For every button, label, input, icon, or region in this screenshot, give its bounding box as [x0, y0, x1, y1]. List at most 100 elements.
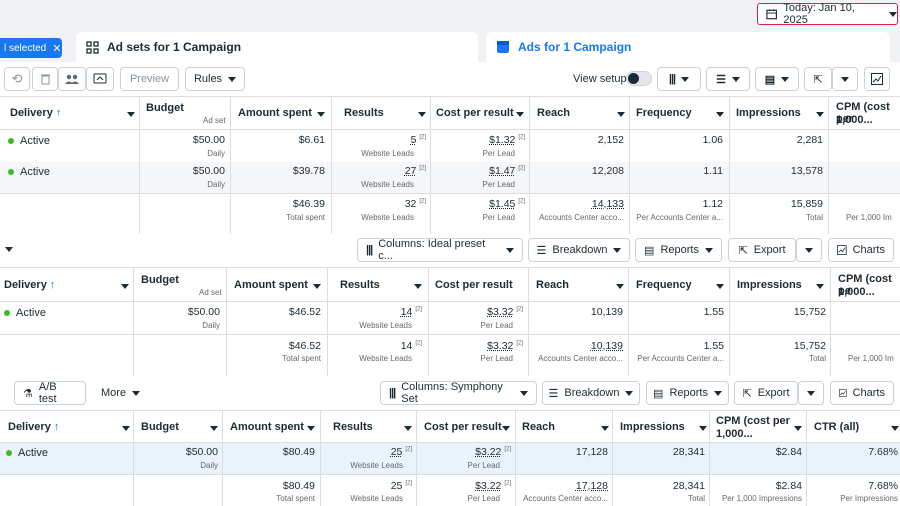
col-amount-spent[interactable]: Amount spent — [230, 421, 304, 433]
cpr-number[interactable]: $3.22 — [475, 446, 502, 458]
total-reach-number[interactable]: 17,128 — [575, 480, 608, 492]
chevron-down-icon[interactable] — [127, 112, 135, 117]
undo-button[interactable]: ⟲ — [4, 67, 30, 91]
total-cpr-number[interactable]: $3.32 — [487, 340, 514, 352]
chevron-down-icon[interactable] — [816, 284, 824, 289]
col-budget[interactable]: Budget — [146, 102, 184, 114]
export-button[interactable]: ⇱ Export — [734, 381, 798, 405]
col-delivery[interactable]: Delivery ↑ — [4, 279, 55, 291]
results-number[interactable]: 14 — [400, 306, 413, 318]
chevron-down-icon[interactable] — [414, 284, 422, 289]
cpr-number[interactable]: $1.47 — [489, 165, 516, 177]
delete-button[interactable] — [32, 67, 58, 91]
col-results[interactable]: Results — [333, 421, 373, 433]
export-button[interactable]: ⇱ Export — [728, 238, 796, 262]
chevron-down-icon[interactable] — [816, 112, 824, 117]
table-row[interactable] — [0, 162, 900, 193]
col-amount-spent[interactable]: Amount spent — [234, 279, 308, 291]
columns-icon-button[interactable]: ||| — [657, 67, 701, 91]
ab-review-button[interactable] — [86, 67, 114, 91]
columns-button[interactable]: ||| Columns: Ideal preset c... — [357, 238, 523, 262]
col-delivery[interactable]: Delivery ↑ — [10, 107, 61, 119]
results-number[interactable]: 25 — [390, 446, 403, 458]
chevron-down-icon[interactable] — [617, 112, 625, 117]
close-icon[interactable]: ✕ — [52, 42, 62, 55]
chevron-down-icon[interactable] — [699, 426, 707, 431]
chevron-down-icon[interactable] — [122, 426, 130, 431]
chevron-down-icon[interactable] — [317, 112, 325, 117]
breakdown-button[interactable]: ☰ Breakdown — [528, 238, 630, 262]
total-cpr-number[interactable]: $3.22 — [475, 480, 502, 492]
selected-pill[interactable]: l selected ✕ — [0, 38, 62, 58]
cpr-number[interactable]: $3.32 — [487, 306, 514, 318]
chevron-down-icon[interactable] — [516, 112, 524, 117]
date-range-button[interactable]: Today: Jan 10, 2025 — [757, 2, 898, 26]
chevron-down-icon[interactable] — [601, 426, 609, 431]
chevron-down-icon[interactable] — [616, 284, 624, 289]
charts-icon-button[interactable] — [864, 67, 890, 91]
total-cpr-number[interactable]: $1.45 — [489, 198, 516, 210]
chevron-down-icon[interactable] — [313, 284, 321, 289]
chevron-down-icon[interactable] — [404, 426, 412, 431]
col-reach[interactable]: Reach — [536, 279, 570, 291]
chevron-down-icon[interactable] — [794, 426, 802, 431]
col-reach[interactable]: Reach — [537, 107, 571, 119]
more-button[interactable]: More — [101, 387, 141, 399]
col-cpm[interactable]: CPM (cost pe — [838, 273, 892, 297]
tab-ads[interactable]: Ads for 1 Campaign — [486, 32, 890, 62]
export-dropdown-button[interactable] — [798, 381, 824, 405]
col-impressions[interactable]: Impressions — [736, 107, 801, 119]
export-dropdown-button[interactable] — [796, 238, 822, 262]
col-results[interactable]: Results — [344, 107, 384, 119]
col-ctr[interactable]: CTR (all) — [814, 421, 860, 433]
export-dropdown-button[interactable] — [832, 67, 858, 91]
results-number[interactable]: 5 — [410, 134, 417, 146]
col-impressions[interactable]: Impressions — [737, 279, 802, 291]
reports-icon-button[interactable]: ▤ — [755, 67, 799, 91]
col-impressions[interactable]: Impressions — [620, 421, 685, 433]
charts-button[interactable]: Charts — [830, 381, 894, 405]
chevron-down-icon[interactable] — [210, 426, 218, 431]
chevron-down-icon[interactable] — [5, 247, 13, 252]
table-row[interactable] — [0, 443, 900, 474]
audience-button[interactable] — [58, 67, 86, 91]
col-cost-per-result[interactable]: Cost per result — [424, 421, 502, 433]
breakdown-button[interactable]: ☰ Breakdown — [542, 381, 640, 405]
reports-button[interactable]: ▤ Reports — [635, 238, 722, 262]
rules-button[interactable]: Rules — [185, 67, 245, 91]
chevron-down-icon[interactable] — [891, 426, 899, 431]
col-budget[interactable]: Budget — [141, 274, 179, 286]
ab-test-button[interactable]: ⚗ A/B test — [14, 381, 86, 405]
col-results[interactable]: Results — [340, 279, 380, 291]
chevron-down-icon[interactable] — [716, 284, 724, 289]
chevron-down-icon[interactable] — [418, 112, 426, 117]
col-cpm[interactable]: CPM (cost per — [836, 101, 890, 125]
cpr-number[interactable]: $1.32 — [489, 134, 516, 146]
col-amount-spent[interactable]: Amount spent — [238, 107, 312, 119]
columns-button[interactable]: ||| Columns: Symphony Set — [380, 381, 537, 405]
chevron-down-icon[interactable] — [307, 426, 315, 431]
col-budget[interactable]: Budget — [141, 421, 179, 433]
total-reach-number[interactable]: 10,139 — [590, 340, 623, 352]
preview-button[interactable]: Preview — [120, 67, 179, 91]
col-delivery[interactable]: Delivery ↑ — [8, 421, 59, 433]
chevron-down-icon[interactable] — [121, 284, 129, 289]
view-setup-toggle[interactable] — [626, 71, 652, 86]
total-reach-number[interactable]: 14,133 — [591, 198, 624, 210]
col-frequency[interactable]: Frequency — [636, 107, 692, 119]
col-reach[interactable]: Reach — [522, 421, 556, 433]
results-number[interactable]: 27 — [404, 165, 417, 177]
col-cpm[interactable]: CPM (cost per — [716, 415, 790, 427]
col-frequency[interactable]: Frequency — [636, 279, 692, 291]
tab-adsets[interactable]: Ad sets for 1 Campaign — [76, 32, 478, 62]
table-row[interactable] — [0, 302, 900, 334]
charts-button[interactable]: Charts — [828, 238, 894, 262]
chevron-down-icon[interactable] — [502, 426, 510, 431]
col-cost-per-result[interactable]: Cost per result — [436, 107, 514, 119]
reports-button[interactable]: ▤ Reports — [646, 381, 729, 405]
export-icon-button[interactable]: ⇱ — [804, 67, 832, 91]
breakdown-icon-button[interactable]: ☰ — [706, 67, 750, 91]
chevron-down-icon[interactable] — [716, 112, 724, 117]
table-row[interactable] — [0, 130, 900, 162]
col-cost-per-result[interactable]: Cost per result — [435, 279, 513, 291]
